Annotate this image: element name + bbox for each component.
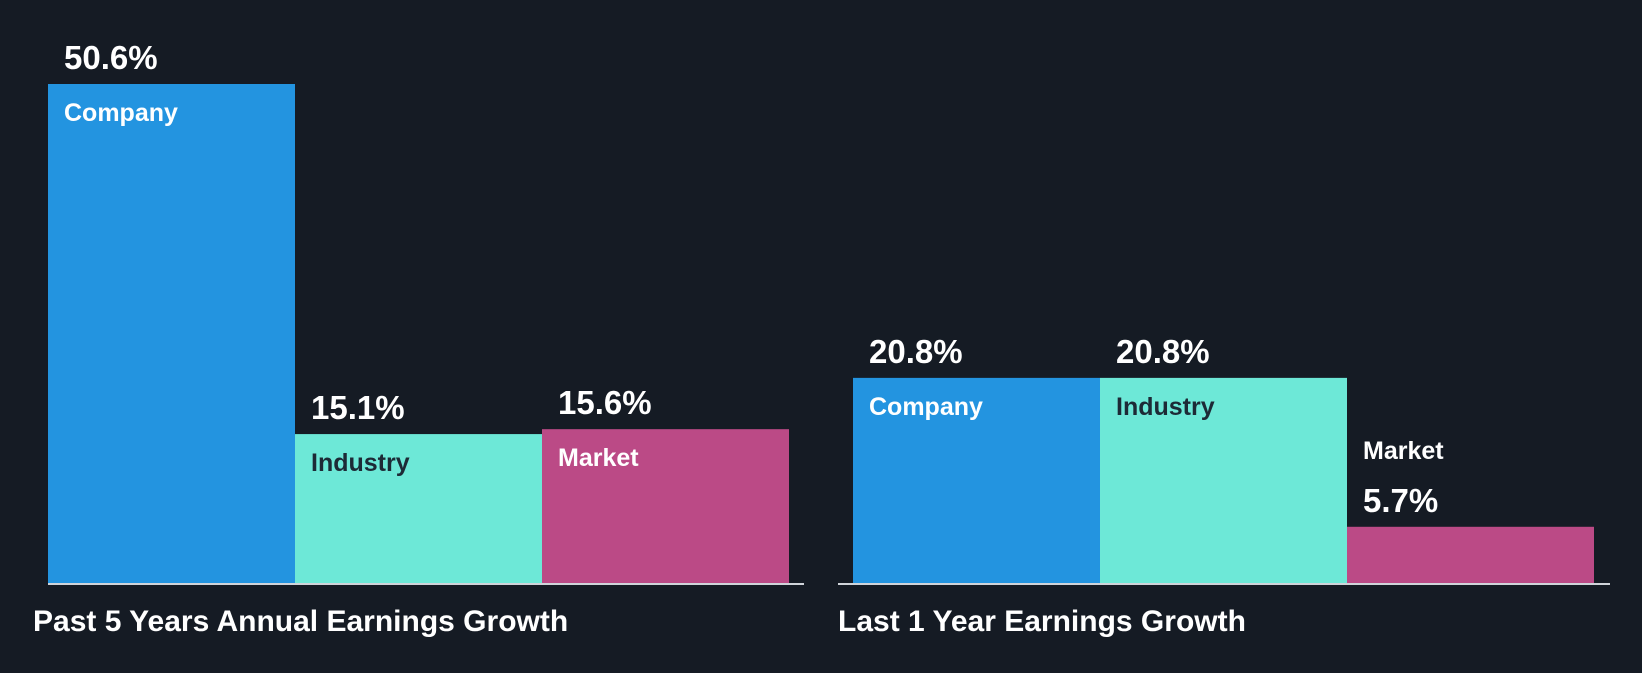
bar-market-0 — [542, 429, 789, 583]
value-label-market-1: 5.7% — [1363, 482, 1438, 519]
value-label-industry-1: 20.8% — [1116, 333, 1210, 370]
bar-market-1 — [1347, 526, 1594, 583]
category-label-company-1: Company — [869, 393, 983, 421]
value-label-industry-0: 15.1% — [311, 389, 405, 426]
bar-industry-1 — [1100, 377, 1347, 583]
category-label-market-0: Market — [558, 444, 639, 472]
value-label-market-0: 15.6% — [558, 384, 652, 421]
category-label-company-0: Company — [64, 99, 178, 127]
bar-industry-0 — [295, 434, 542, 583]
bar-company-1 — [853, 377, 1100, 583]
chart-title-past-5-years: Past 5 Years Annual Earnings Growth — [33, 605, 569, 638]
category-label-market-1: Market — [1363, 437, 1444, 465]
bar-company-0 — [48, 84, 295, 583]
value-label-company-1: 20.8% — [869, 333, 963, 370]
category-label-industry-0: Industry — [311, 449, 410, 477]
chart-title-last-1-year: Last 1 Year Earnings Growth — [838, 605, 1246, 638]
value-label-company-0: 50.6% — [64, 39, 158, 76]
category-label-industry-1: Industry — [1116, 393, 1215, 421]
